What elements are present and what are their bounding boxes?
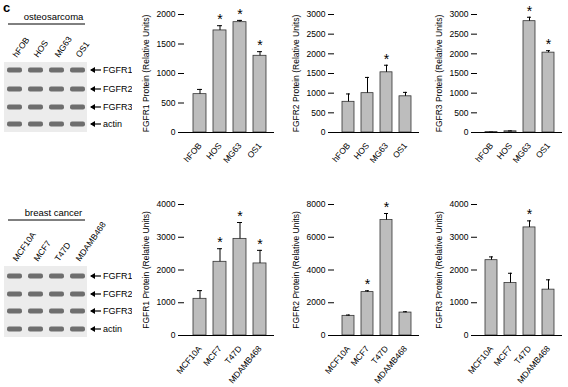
svg-text:*: * — [237, 208, 243, 224]
svg-text:2000: 2000 — [307, 297, 326, 307]
svg-text:HOS: HOS — [204, 140, 224, 162]
svg-text:OS1: OS1 — [245, 140, 264, 160]
svg-text:4000: 4000 — [450, 199, 469, 209]
svg-text:MCF10A: MCF10A — [466, 343, 495, 375]
svg-text:2000: 2000 — [157, 9, 176, 19]
svg-text:FGFR3 Protein (Relative Units): FGFR3 Protein (Relative Units) — [434, 211, 444, 329]
svg-text:FGFR1: FGFR1 — [103, 65, 133, 75]
svg-text:1000: 1000 — [450, 297, 469, 307]
svg-text:1500: 1500 — [450, 68, 469, 78]
svg-text:HOS: HOS — [494, 140, 515, 162]
svg-text:OS1: OS1 — [534, 140, 553, 160]
svg-text:*: * — [527, 3, 533, 19]
svg-text:8000: 8000 — [307, 199, 326, 209]
svg-text:4000: 4000 — [157, 199, 176, 209]
svg-text:1000: 1000 — [450, 88, 469, 98]
svg-text:500: 500 — [161, 98, 175, 108]
svg-text:FGFR2 Protein (Relative Units): FGFR2 Protein (Relative Units) — [291, 15, 301, 133]
svg-text:FGFR2: FGFR2 — [103, 289, 133, 299]
svg-text:MCF7: MCF7 — [349, 343, 372, 367]
svg-text:*: * — [257, 236, 263, 252]
svg-text:T47D: T47D — [369, 343, 391, 366]
svg-text:2000: 2000 — [307, 49, 326, 59]
svg-text:1500: 1500 — [307, 68, 326, 78]
svg-text:*: * — [365, 276, 371, 292]
svg-text:1500: 1500 — [157, 39, 176, 49]
svg-text:T47D: T47D — [512, 343, 534, 366]
svg-text:FGFR3 Protein (Relative Units): FGFR3 Protein (Relative Units) — [434, 15, 444, 133]
svg-text:0: 0 — [171, 127, 176, 137]
svg-text:hFOB: hFOB — [473, 140, 495, 164]
svg-text:500: 500 — [311, 108, 325, 118]
svg-text:*: * — [257, 37, 263, 53]
svg-text:MCF10A: MCF10A — [174, 343, 203, 375]
svg-text:MCF7: MCF7 — [492, 343, 515, 367]
svg-text:2500: 2500 — [450, 29, 469, 39]
svg-text:*: * — [546, 36, 552, 52]
svg-text:2000: 2000 — [450, 49, 469, 59]
svg-text:MDAMB468: MDAMB468 — [73, 220, 108, 263]
svg-text:HOS: HOS — [31, 38, 50, 59]
svg-text:*: * — [217, 11, 223, 27]
svg-text:MG63: MG63 — [511, 140, 534, 164]
svg-text:osteosarcoma: osteosarcoma — [24, 11, 84, 22]
svg-text:*: * — [384, 199, 390, 215]
svg-text:FGFR2 Protein (Relative Units): FGFR2 Protein (Relative Units) — [291, 211, 301, 329]
svg-text:FGFR1 Protein (Relative Units): FGFR1 Protein (Relative Units) — [141, 211, 151, 329]
svg-text:*: * — [527, 206, 533, 222]
svg-text:hFOB: hFOB — [10, 35, 31, 59]
svg-text:MCF10A: MCF10A — [323, 343, 352, 375]
svg-text:OS1: OS1 — [391, 140, 410, 160]
svg-text:MDAMB468: MDAMB468 — [515, 343, 552, 385]
svg-text:3000: 3000 — [307, 9, 326, 19]
svg-text:6000: 6000 — [307, 232, 326, 242]
svg-text:T47D: T47D — [52, 240, 72, 263]
svg-text:HOS: HOS — [351, 140, 372, 162]
svg-text:2000: 2000 — [450, 265, 469, 275]
svg-text:MG63: MG63 — [368, 140, 391, 164]
svg-text:FGFR2: FGFR2 — [103, 84, 133, 94]
svg-text:*: * — [384, 51, 390, 67]
svg-text:actin: actin — [103, 119, 122, 129]
svg-text:0: 0 — [321, 127, 326, 137]
svg-text:MG63: MG63 — [52, 34, 74, 59]
svg-text:2500: 2500 — [307, 29, 326, 39]
svg-text:0: 0 — [464, 127, 469, 137]
svg-text:hFOB: hFOB — [330, 140, 352, 164]
svg-text:1000: 1000 — [157, 68, 176, 78]
svg-text:FGFR1: FGFR1 — [103, 271, 133, 281]
svg-text:hFOB: hFOB — [182, 140, 204, 164]
svg-text:c: c — [3, 0, 10, 15]
svg-text:*: * — [237, 6, 243, 22]
svg-text:MCF7: MCF7 — [31, 238, 53, 263]
svg-text:MCF7: MCF7 — [201, 343, 224, 367]
svg-text:MDAMB468: MDAMB468 — [372, 343, 409, 385]
svg-text:0: 0 — [171, 330, 176, 340]
svg-text:4000: 4000 — [307, 265, 326, 275]
svg-text:0: 0 — [464, 330, 469, 340]
svg-text:MDAMB468: MDAMB468 — [226, 343, 263, 385]
svg-text:1000: 1000 — [157, 297, 176, 307]
svg-text:FGFR3: FGFR3 — [103, 306, 133, 316]
svg-text:3000: 3000 — [450, 9, 469, 19]
svg-text:3000: 3000 — [450, 232, 469, 242]
svg-text:2000: 2000 — [157, 265, 176, 275]
svg-text:500: 500 — [454, 108, 468, 118]
svg-text:FGFR3: FGFR3 — [103, 102, 133, 112]
svg-text:OS1: OS1 — [73, 39, 91, 59]
svg-text:MCF10A: MCF10A — [10, 229, 38, 264]
svg-text:1000: 1000 — [307, 88, 326, 98]
svg-text:FGFR1 Protein (Relative Units): FGFR1 Protein (Relative Units) — [141, 15, 151, 133]
svg-text:MG63: MG63 — [221, 140, 244, 164]
svg-text:0: 0 — [321, 330, 326, 340]
svg-text:*: * — [217, 234, 223, 250]
svg-text:T47D: T47D — [222, 343, 244, 366]
svg-text:breast cancer: breast cancer — [25, 207, 83, 218]
svg-text:3000: 3000 — [157, 232, 176, 242]
svg-text:actin: actin — [103, 324, 122, 334]
